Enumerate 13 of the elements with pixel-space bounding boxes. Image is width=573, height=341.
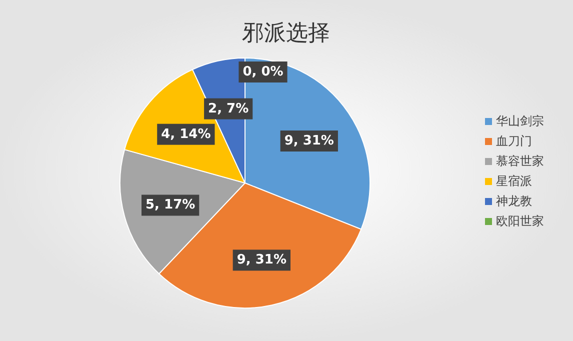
legend-label: 欧阳世家 <box>496 214 544 228</box>
legend-label: 神龙教 <box>496 194 532 208</box>
legend-label: 血刀门 <box>496 134 532 148</box>
data-label: 2, 7% <box>208 101 249 116</box>
data-label: 9, 31% <box>236 252 286 268</box>
legend-label: 慕容世家 <box>496 154 544 168</box>
chart-title: 邪派选择 <box>242 21 330 46</box>
data-label: 5, 17% <box>146 198 196 213</box>
data-label: 9, 31% <box>284 134 334 149</box>
legend-label: 星宿派 <box>496 174 532 188</box>
text: 0, 0% <box>242 64 284 80</box>
data-label: 4, 14% <box>161 126 211 142</box>
legend-label: 华山剑宗 <box>496 114 544 128</box>
